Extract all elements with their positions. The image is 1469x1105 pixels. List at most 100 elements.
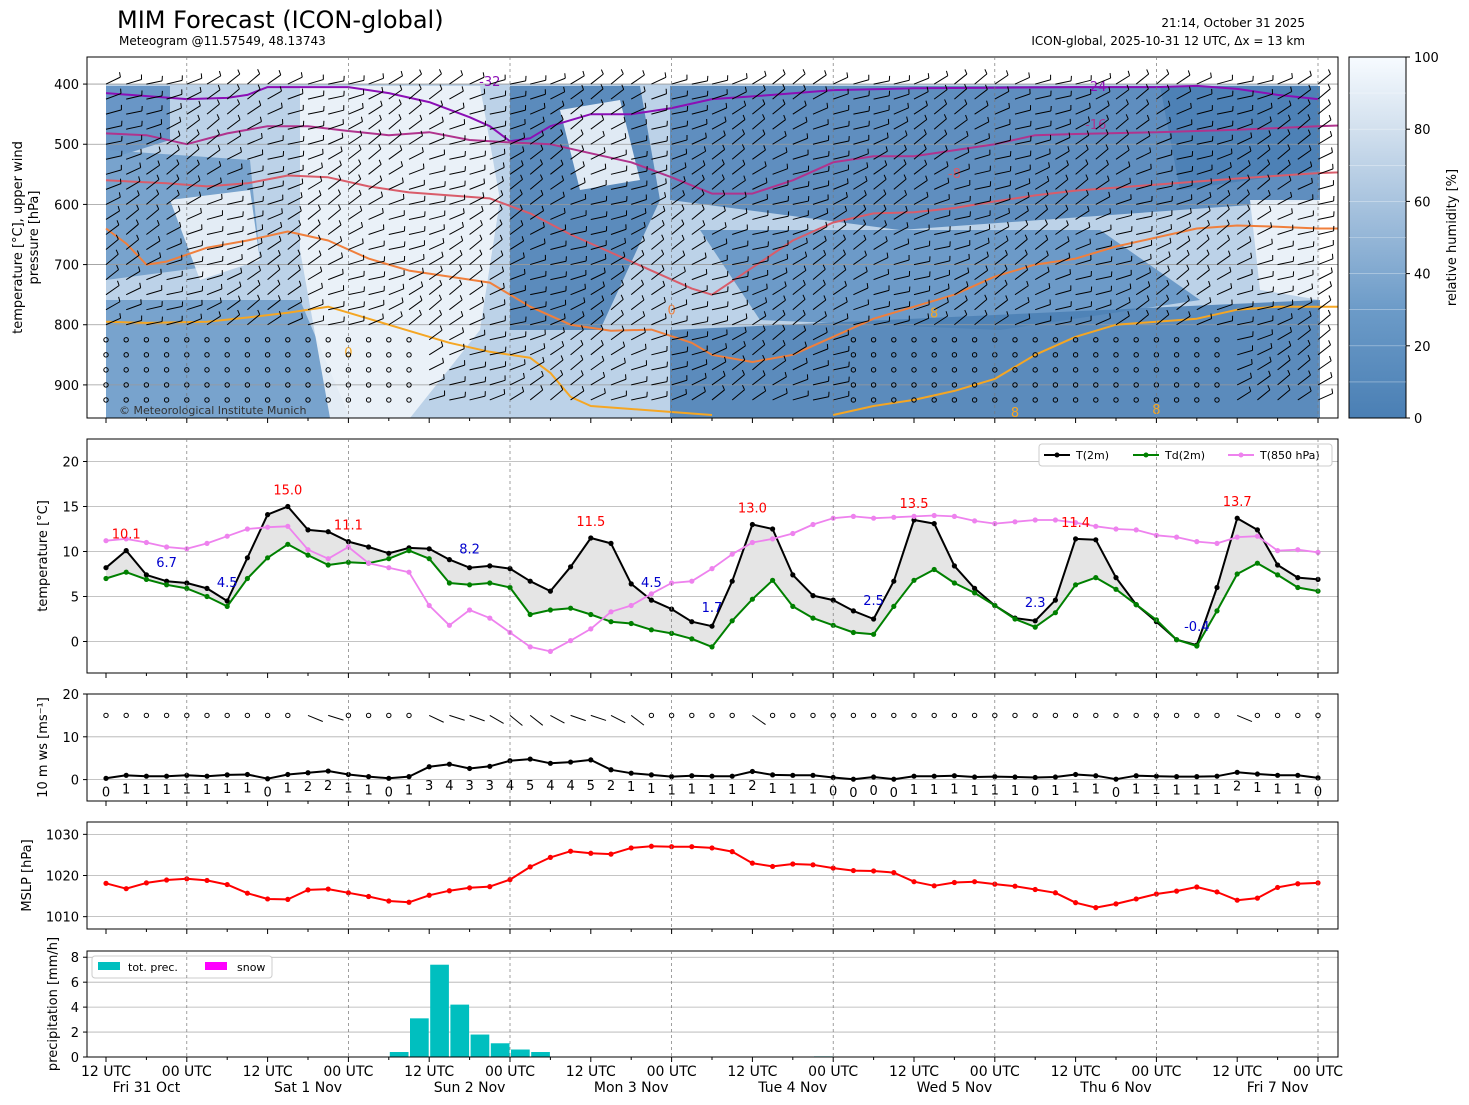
wind-barb [1034, 287, 1050, 296]
wind-barb [1237, 305, 1253, 311]
wind-barb-feather [176, 189, 180, 195]
wind-barb-feather [1307, 114, 1311, 120]
wind-barb [873, 164, 887, 175]
wind-barb [1075, 79, 1092, 85]
calm-wind-marker [810, 712, 816, 719]
wind-barb [873, 208, 887, 220]
wind-barb [1014, 253, 1028, 265]
wind-barb [1257, 163, 1270, 175]
wind-barb [327, 256, 343, 266]
wind-barb [105, 169, 122, 175]
wind-barb [994, 212, 1010, 220]
wind-barb-feather [926, 86, 929, 92]
wind-barb [893, 305, 910, 311]
wind-barb-feather [1004, 264, 1008, 270]
wind-barb-feather [216, 114, 220, 120]
calm-wind-marker [184, 367, 190, 373]
total-precip-bar [389, 1052, 409, 1057]
wind-barb [287, 238, 301, 250]
wind-barb-feather [741, 144, 745, 150]
wind-barb [731, 91, 747, 100]
wind-barb [833, 155, 849, 160]
wind-barb [1156, 314, 1170, 326]
mslp-point [1194, 884, 1200, 890]
max-temp-label: 11.1 [334, 519, 363, 534]
wind-barb-feather [743, 340, 746, 346]
wind-barb [348, 93, 364, 100]
wind-barb-feather [907, 102, 909, 108]
wind-barb-feather [136, 204, 140, 210]
wind-barb-feather [1290, 86, 1293, 92]
t2m-series-point [1093, 537, 1099, 543]
t850-series-point [770, 536, 776, 542]
wind-barb [1277, 260, 1294, 266]
wind-barb [1216, 180, 1231, 190]
td2m-series-point [386, 556, 392, 562]
wind-barb [388, 182, 404, 190]
wind-barb-feather [1148, 130, 1151, 137]
wind-barb [489, 95, 506, 100]
wind-barb [226, 73, 241, 85]
wind-barb-feather [803, 265, 807, 271]
t850-series-point [790, 530, 796, 537]
legend-marker [1238, 452, 1244, 458]
wind-barb [1156, 73, 1170, 85]
wind-barb [267, 199, 284, 205]
wind-barb [186, 77, 202, 85]
wind-barb [489, 320, 506, 326]
td2m-series-point [1174, 637, 1180, 643]
calm-wind-marker [1214, 337, 1220, 343]
wind-speed-label: 1 [789, 782, 797, 797]
wind-barb-feather [1105, 129, 1109, 135]
calm-wind-marker [163, 337, 170, 343]
wind-barb [1176, 74, 1191, 85]
wind-barb-feather [360, 116, 363, 122]
wind-barb-feather [1328, 295, 1332, 301]
calm-wind-marker [1072, 397, 1079, 403]
wind-barb-feather [964, 69, 968, 75]
wind-barb [792, 269, 807, 281]
wind-barb-feather [1311, 283, 1314, 289]
wind-barb-feather [1330, 267, 1333, 273]
wind-speed-point [1093, 773, 1099, 779]
wind-barb [954, 119, 968, 130]
wind-barb [732, 304, 748, 311]
wind-barb-feather [621, 265, 625, 271]
wind-barb-feather [1271, 238, 1273, 244]
wind-barb [853, 320, 870, 326]
wind-barb [1075, 93, 1091, 100]
wind-barb [449, 123, 465, 130]
calm-wind-marker [769, 712, 776, 719]
wind-barb [489, 180, 504, 190]
wind-barb-feather [1308, 145, 1312, 151]
wind-barb [1014, 238, 1028, 250]
wind-barb-feather [379, 175, 383, 181]
wind-barb-feather [1088, 222, 1091, 228]
calm-wind-marker [1173, 382, 1180, 388]
wind-barb [994, 226, 1010, 235]
wind-barb [772, 360, 786, 371]
wind-barb-feather [987, 237, 990, 243]
t850-series-point [305, 547, 311, 553]
wind-barb-feather [177, 205, 181, 211]
wind-barb [530, 275, 546, 281]
wind-barb [327, 208, 341, 220]
calm-wind-marker [1173, 352, 1180, 358]
wind-barb-feather [802, 279, 806, 285]
wind-barb-feather [1287, 114, 1291, 120]
wind-barb [388, 274, 405, 281]
wind-barb [1075, 163, 1089, 175]
wind-barb [550, 290, 567, 296]
wind-barb [529, 194, 544, 205]
mslp-tick-label: 1010 [46, 911, 79, 926]
wind-barb-feather [724, 116, 727, 122]
wind-barb [489, 223, 503, 235]
wind-barb [469, 169, 486, 175]
calm-wind-marker [850, 352, 857, 358]
wind-barb-feather [158, 146, 161, 152]
precipitation-frame [86, 950, 1339, 1058]
mslp-tick-label: 1030 [46, 828, 79, 843]
wind-barb [1075, 120, 1090, 130]
wind-barb-feather [623, 357, 626, 363]
wind-barb [772, 376, 787, 386]
